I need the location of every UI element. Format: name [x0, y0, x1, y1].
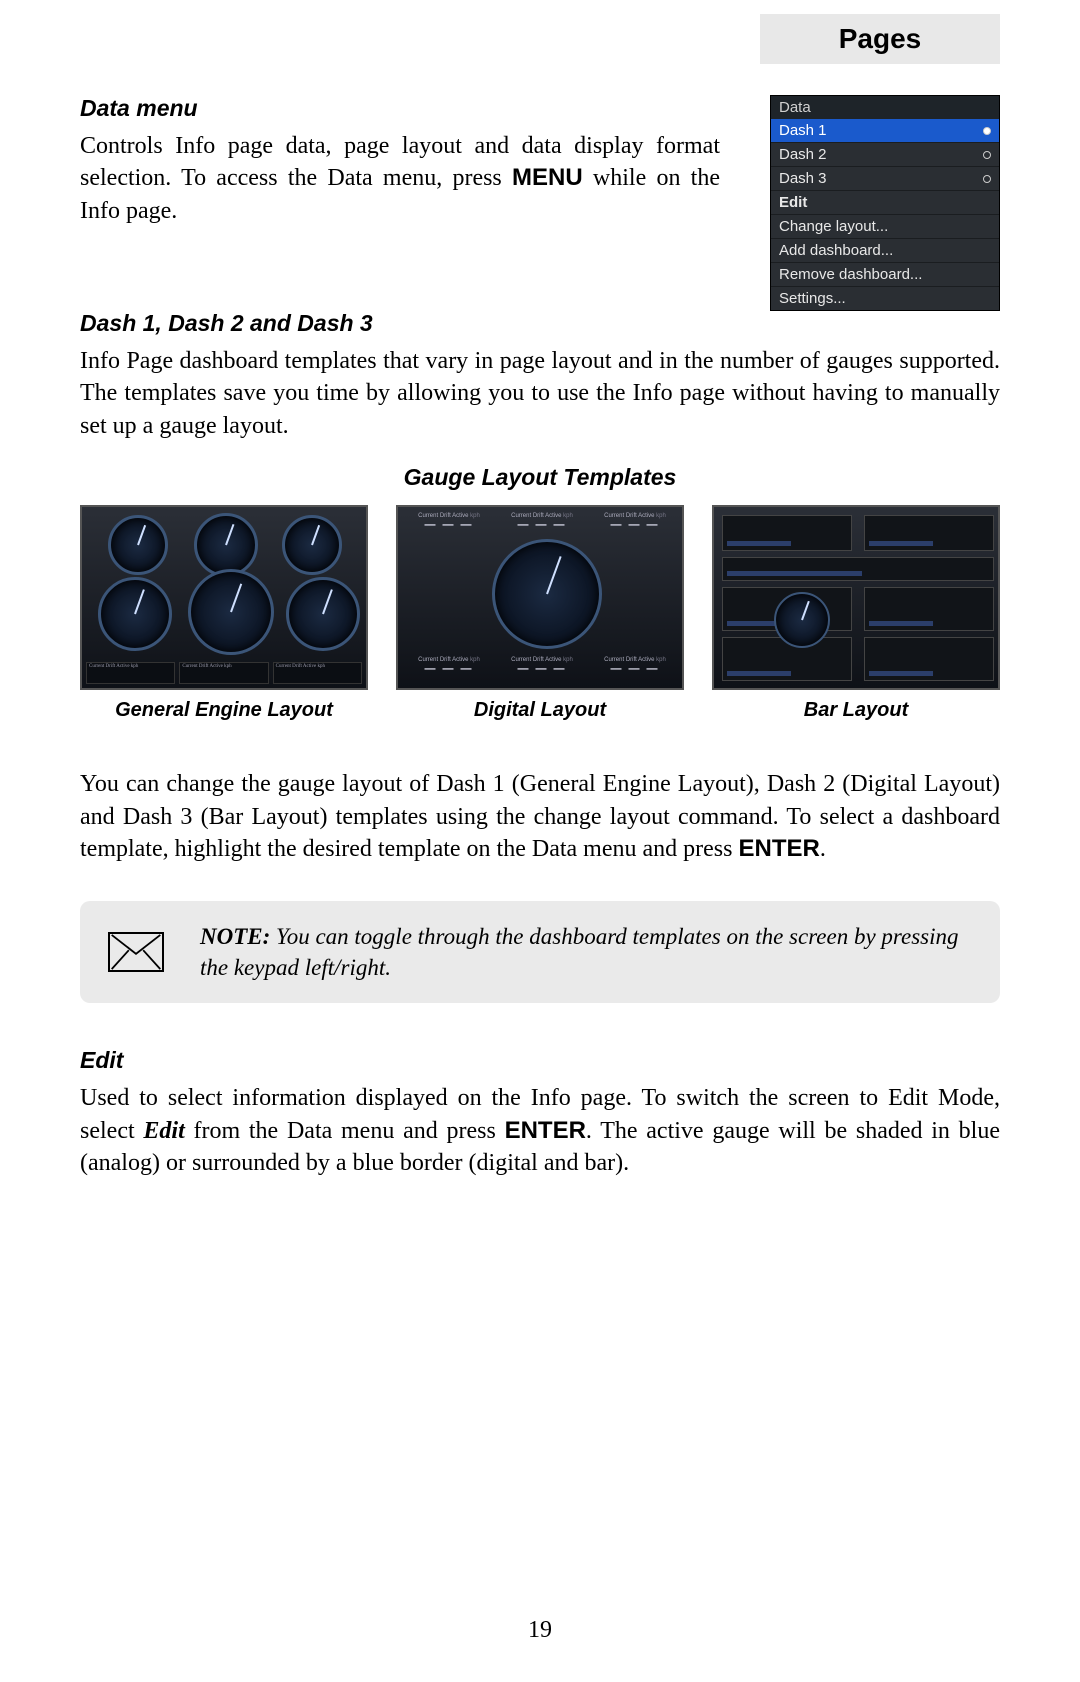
data-menu-screenshot: Data Dash 1 Dash 2 Dash 3 Edit Chang — [770, 95, 1000, 311]
bar-panel — [864, 587, 994, 631]
gauge-dial — [492, 539, 602, 649]
dash-body: Info Page dashboard templates that vary … — [80, 345, 1000, 442]
template-bar: Bar Layout — [712, 505, 1000, 722]
digital-cell: Current Drift Active kph— — — — [594, 657, 676, 675]
edit-body: Used to select information displayed on … — [80, 1082, 1000, 1179]
bar-panel — [722, 515, 852, 551]
template-caption: Bar Layout — [712, 698, 1000, 722]
dm-item-edit: Edit — [771, 191, 999, 215]
radio-icon — [983, 151, 991, 159]
header-title: Pages — [839, 23, 922, 55]
digital-cell: Current Drift Active kph— — — — [501, 657, 583, 675]
bar-panel — [722, 557, 994, 581]
after-templates-body: You can change the gauge layout of Dash … — [80, 768, 1000, 865]
dm-item-change-layout: Change layout... — [771, 215, 999, 239]
template-caption: Digital Layout — [396, 698, 684, 722]
bar-panel — [864, 637, 994, 681]
gauge-dial — [286, 577, 360, 651]
gauge-dial — [774, 592, 830, 648]
template-box — [712, 505, 1000, 690]
gauge-dial — [194, 513, 258, 577]
page-number: 19 — [0, 1617, 1080, 1644]
note-box: NOTE: You can toggle through the dashboa… — [80, 901, 1000, 1003]
heading-data-menu: Data menu — [80, 95, 720, 122]
templates-row: Current Drift Active kphCurrent Drift Ac… — [80, 505, 1000, 722]
radio-icon — [983, 127, 991, 135]
digital-cell: Current Drift Active kph— — — — [408, 513, 490, 531]
data-menu-body: Controls Info page data, page layout and… — [80, 130, 720, 227]
template-digital: Current Drift Active kph— — — Current Dri… — [396, 505, 684, 722]
gauge-dial — [282, 515, 342, 575]
template-box: Current Drift Active kph— — — Current Dri… — [396, 505, 684, 690]
gauge-dial — [188, 569, 274, 655]
dm-item-dash1: Dash 1 — [771, 119, 999, 143]
dm-title: Data — [771, 96, 999, 119]
content: Data menu Controls Info page data, page … — [80, 95, 1000, 1180]
row-data-menu: Data menu Controls Info page data, page … — [80, 95, 1000, 310]
dm-item-add-dashboard: Add dashboard... — [771, 239, 999, 263]
digital-cell: Current Drift Active kph— — — — [408, 657, 490, 675]
dm-item-settings: Settings... — [771, 287, 999, 310]
dm-item-remove-dashboard: Remove dashboard... — [771, 263, 999, 287]
page-header: Pages — [760, 14, 1000, 64]
radio-icon — [983, 175, 991, 183]
gauge-dial — [108, 515, 168, 575]
template-caption: General Engine Layout — [80, 698, 368, 722]
dm-item-dash2: Dash 2 — [771, 143, 999, 167]
digital-cell: Current Drift Active kph— — — — [594, 513, 676, 531]
note-text: NOTE: You can toggle through the dashboa… — [200, 921, 972, 983]
digital-cell: Current Drift Active kph— — — — [501, 513, 583, 531]
dm-item-dash3: Dash 3 — [771, 167, 999, 191]
bar-panel — [864, 515, 994, 551]
template-general-engine: Current Drift Active kphCurrent Drift Ac… — [80, 505, 368, 722]
templates-title: Gauge Layout Templates — [80, 464, 1000, 491]
template-box: Current Drift Active kphCurrent Drift Ac… — [80, 505, 368, 690]
heading-edit: Edit — [80, 1047, 1000, 1074]
heading-dash: Dash 1, Dash 2 and Dash 3 — [80, 310, 1000, 337]
envelope-icon — [108, 932, 164, 972]
gauge-dial — [98, 577, 172, 651]
